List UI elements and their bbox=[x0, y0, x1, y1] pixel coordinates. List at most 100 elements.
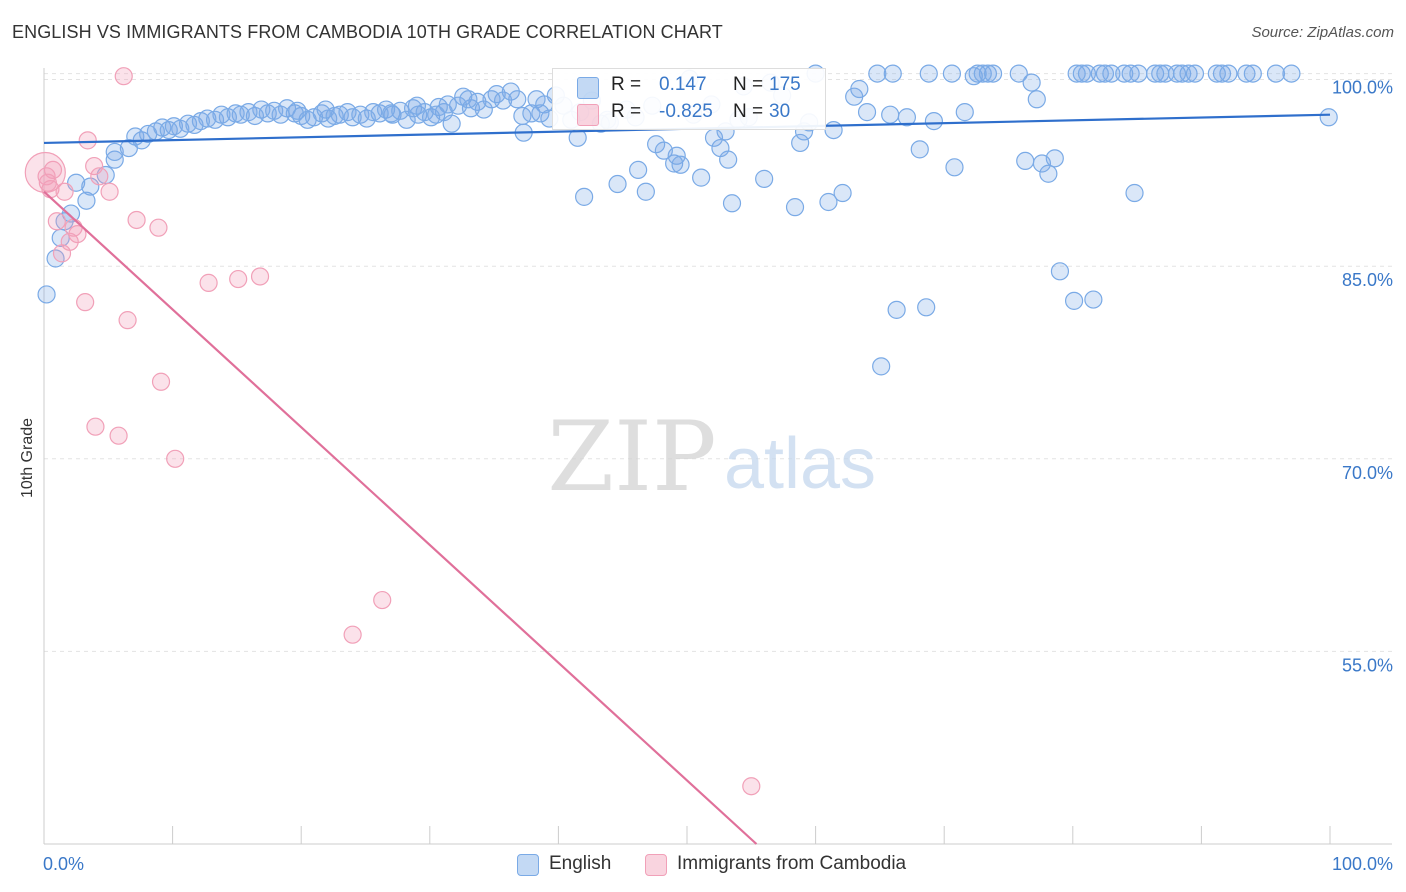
english-point bbox=[636, 182, 655, 201]
cambodia-point bbox=[24, 151, 66, 194]
english-point bbox=[77, 191, 96, 210]
english-point bbox=[482, 90, 501, 109]
r-value: 0.147 bbox=[659, 74, 707, 95]
english-point bbox=[872, 357, 891, 376]
english-point bbox=[1319, 108, 1338, 127]
english-point bbox=[1237, 64, 1256, 83]
english-point bbox=[722, 194, 742, 213]
chart-title: ENGLISH VS IMMIGRANTS FROM CAMBODIA 10TH… bbox=[12, 22, 723, 42]
english-point bbox=[288, 101, 307, 120]
x-tick-labels: 0.0% 100.0% bbox=[43, 854, 1393, 874]
english-point bbox=[973, 64, 992, 83]
cambodia-point bbox=[373, 590, 392, 610]
cambodia-point bbox=[90, 167, 109, 186]
english-point bbox=[1129, 64, 1148, 83]
english-point bbox=[1185, 64, 1205, 83]
legend-swatch-english bbox=[517, 854, 539, 876]
y-tick-labels: 100.0% 85.0% 70.0% 55.0% bbox=[1332, 78, 1393, 676]
cambodia-point bbox=[118, 311, 137, 330]
r-label: R = bbox=[611, 74, 642, 95]
english-point bbox=[1064, 291, 1084, 310]
english-point bbox=[887, 300, 906, 319]
english-point bbox=[968, 64, 987, 83]
y-tick-label: 100.0% bbox=[1332, 78, 1393, 98]
english-swatch bbox=[577, 77, 599, 99]
english-point bbox=[61, 204, 81, 223]
english-point bbox=[1102, 64, 1121, 83]
cambodia-point bbox=[78, 131, 97, 150]
cambodia-point bbox=[68, 225, 87, 244]
english-point bbox=[881, 105, 900, 124]
english-point bbox=[785, 198, 805, 217]
english-point bbox=[791, 133, 810, 153]
english-point bbox=[945, 158, 964, 177]
english-point bbox=[671, 155, 690, 174]
cambodia-point bbox=[343, 625, 362, 644]
y-tick-label: 55.0% bbox=[1342, 655, 1393, 675]
english-point bbox=[1115, 64, 1134, 83]
english-point bbox=[978, 64, 998, 83]
english-point bbox=[1067, 64, 1086, 83]
english-point bbox=[857, 103, 877, 122]
english-point bbox=[1219, 64, 1238, 83]
cambodia-point bbox=[76, 293, 95, 312]
english-point bbox=[1179, 64, 1198, 83]
n-label: N = bbox=[733, 101, 764, 122]
watermark-zip: ZIP bbox=[547, 401, 716, 513]
cambodia-point bbox=[60, 232, 79, 251]
cambodia-point bbox=[85, 156, 104, 176]
english-point bbox=[667, 146, 686, 165]
r-label: R = bbox=[611, 101, 642, 122]
english-point bbox=[105, 142, 124, 162]
english-point bbox=[833, 183, 852, 203]
x-tick-label: 100.0% bbox=[1332, 854, 1393, 874]
english-point bbox=[37, 285, 56, 304]
axes bbox=[43, 68, 1392, 845]
english-point bbox=[868, 64, 887, 83]
english-point bbox=[910, 140, 929, 159]
english-point bbox=[919, 64, 938, 83]
english-point bbox=[316, 100, 335, 119]
cambodia-point bbox=[114, 67, 133, 86]
english-point bbox=[983, 64, 1003, 83]
gridlines bbox=[44, 73, 1392, 652]
english-point bbox=[1077, 64, 1097, 83]
english-point bbox=[850, 79, 869, 99]
english-point bbox=[1050, 262, 1070, 281]
cambodia-trend-line bbox=[43, 190, 758, 845]
chart-source: Source: ZipAtlas.com bbox=[1251, 24, 1394, 41]
english-point bbox=[1045, 149, 1064, 168]
cambodia-point bbox=[250, 267, 270, 286]
english-point bbox=[1146, 64, 1165, 83]
english-point bbox=[1009, 64, 1028, 83]
english-point bbox=[1095, 64, 1115, 83]
english-point bbox=[1016, 151, 1035, 171]
y-tick-label: 85.0% bbox=[1342, 270, 1393, 290]
x-tick-label: 0.0% bbox=[43, 854, 84, 874]
cambodia-point bbox=[43, 160, 63, 179]
english-point bbox=[897, 108, 917, 127]
cambodia-point bbox=[109, 426, 128, 445]
r-value: -0.825 bbox=[659, 101, 713, 122]
english-point bbox=[1125, 183, 1144, 203]
legend-label-cambodia: Immigrants from Cambodia bbox=[677, 853, 907, 874]
english-point bbox=[917, 298, 936, 317]
english-point bbox=[105, 150, 124, 169]
legend-label-english: English bbox=[549, 853, 612, 874]
english-point bbox=[81, 177, 100, 196]
english-point bbox=[1084, 290, 1103, 309]
cambodia-point bbox=[166, 449, 185, 468]
cambodia-point bbox=[47, 212, 66, 231]
cambodia-point bbox=[127, 210, 146, 230]
cambodia-point bbox=[199, 273, 218, 292]
english-point bbox=[942, 64, 962, 83]
cambodia-point bbox=[229, 269, 248, 289]
cambodia-points bbox=[24, 67, 761, 796]
english-point bbox=[824, 120, 843, 140]
english-point bbox=[1173, 64, 1192, 83]
english-point bbox=[1282, 64, 1301, 83]
watermark-atlas: atlas bbox=[724, 424, 876, 504]
n-value: 30 bbox=[769, 101, 791, 122]
english-point bbox=[692, 168, 711, 187]
